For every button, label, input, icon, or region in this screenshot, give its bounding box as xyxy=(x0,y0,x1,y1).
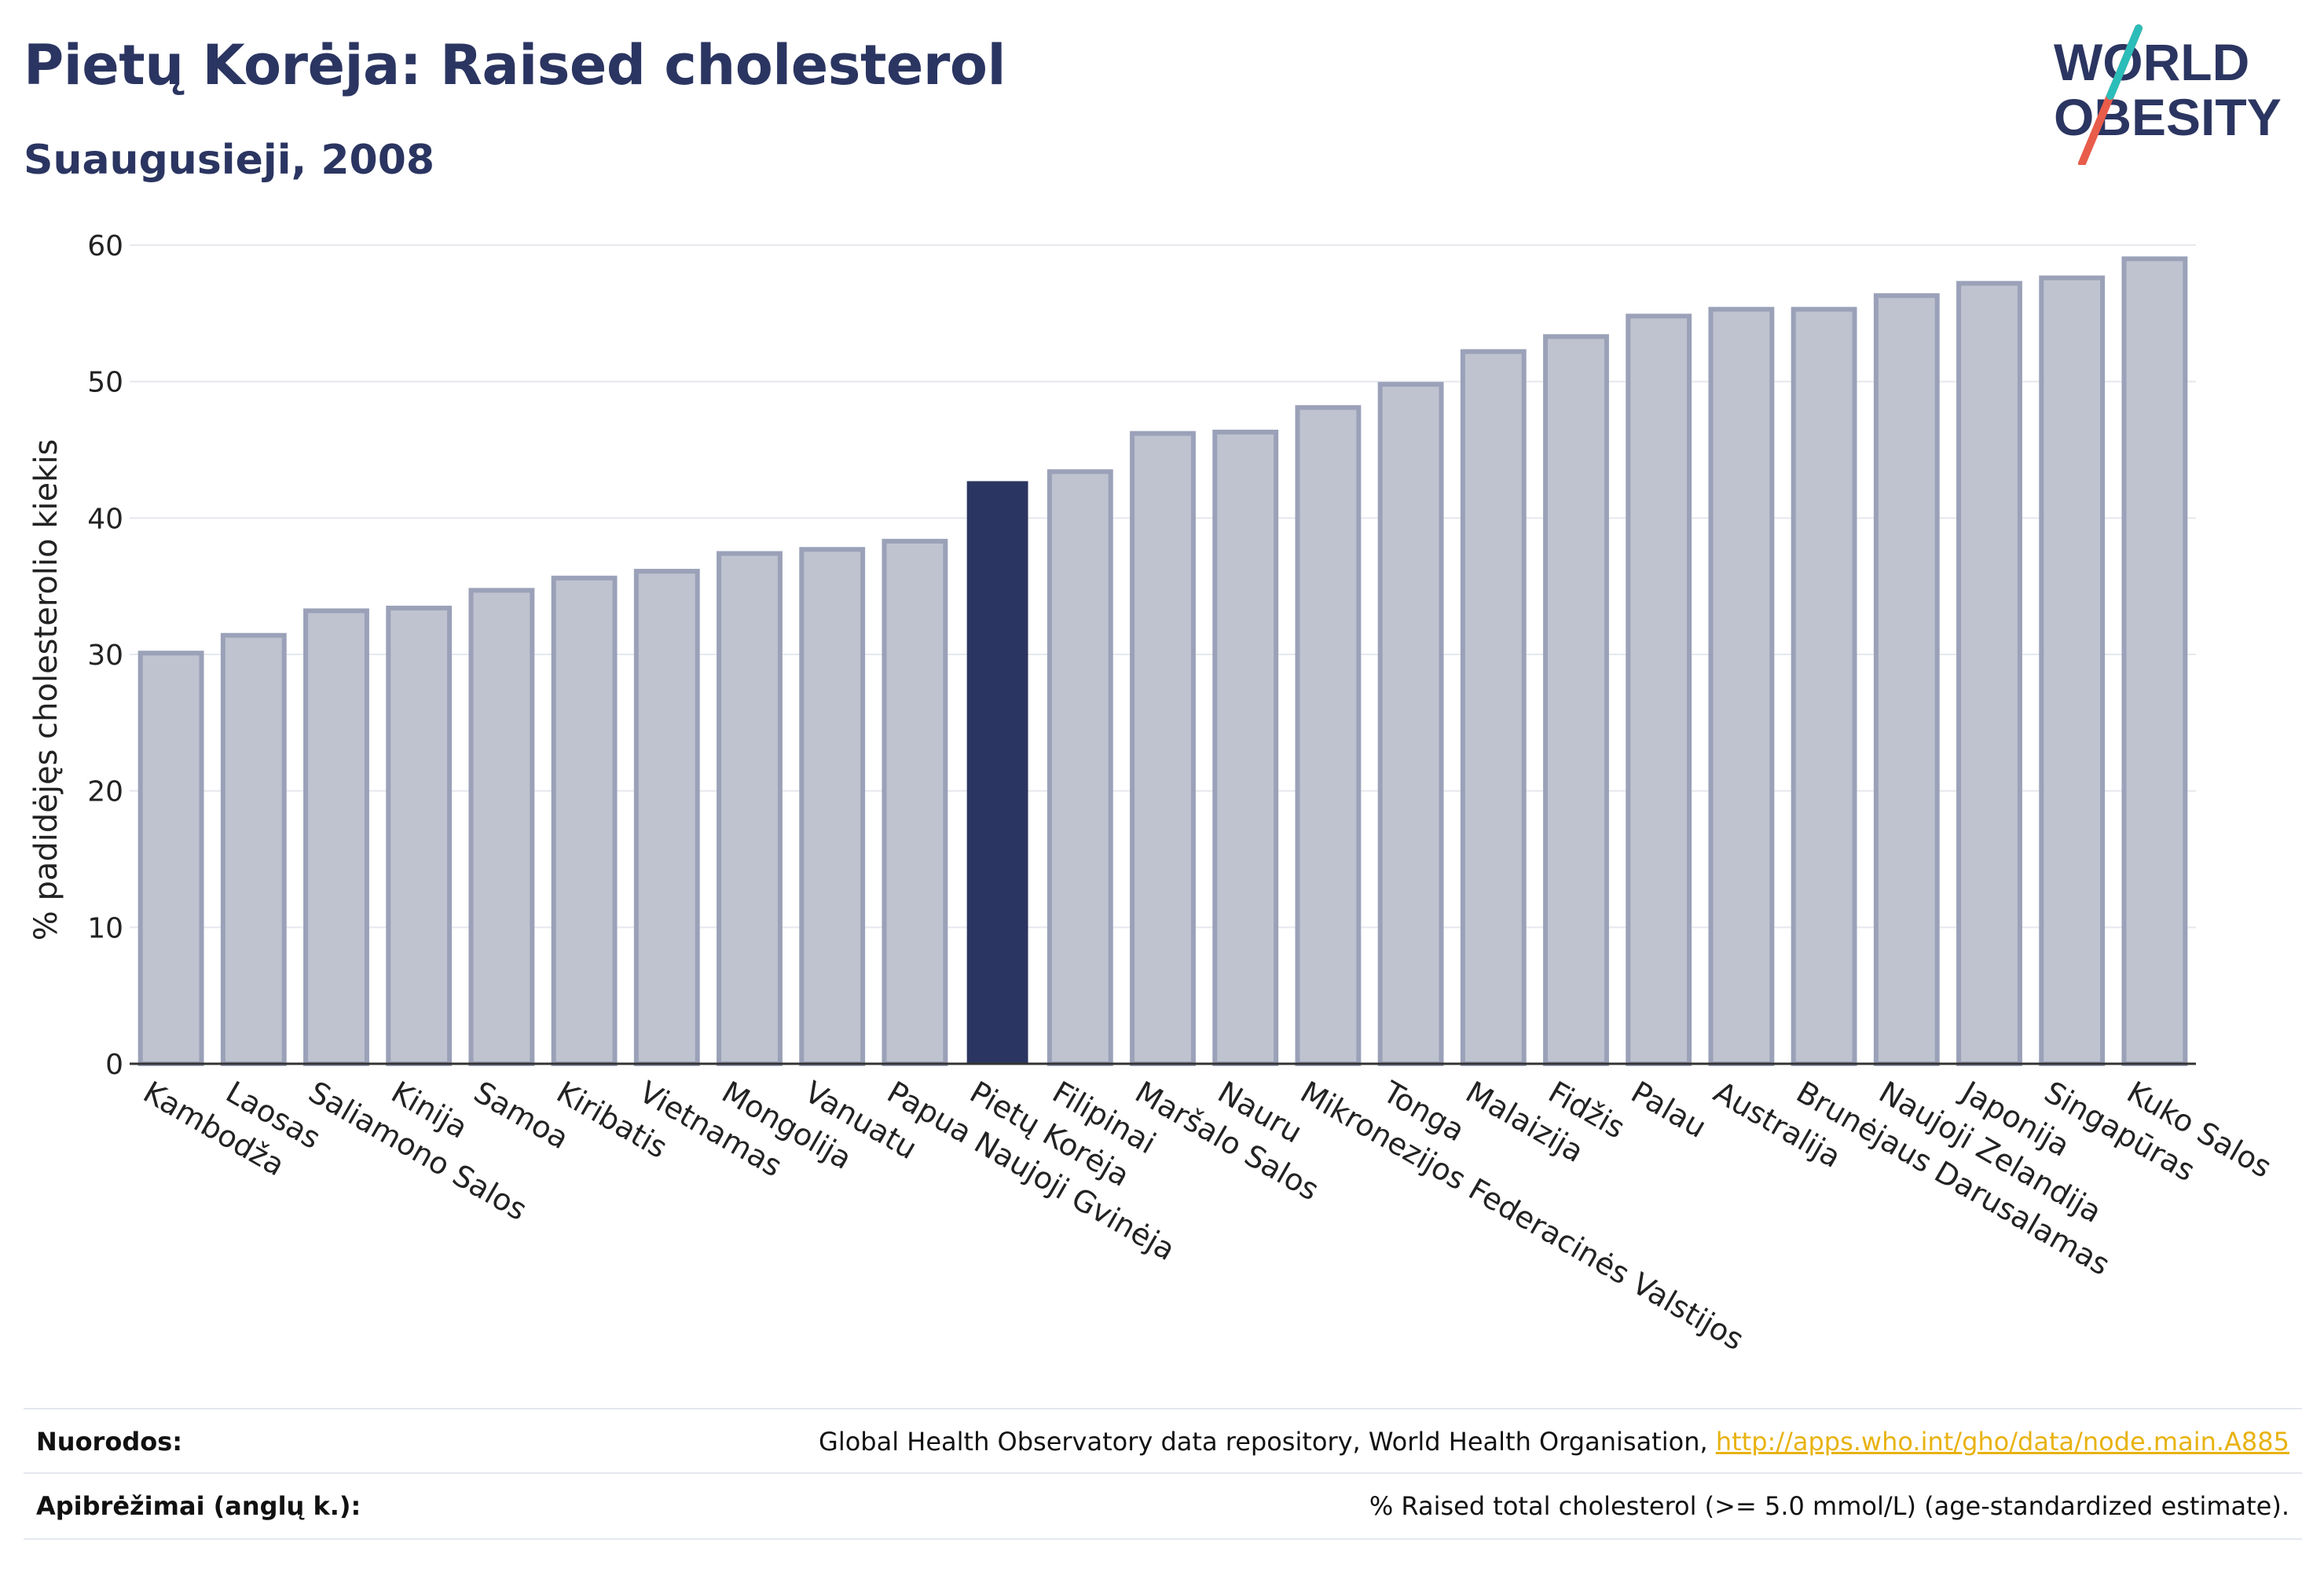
bar-australija[interactable] xyxy=(1708,306,1775,1066)
bar-nauru[interactable] xyxy=(1212,429,1279,1066)
bar-naujoji-zelandija[interactable] xyxy=(1873,293,1940,1066)
references-label: Nuorodos: xyxy=(36,1427,183,1457)
y-tick-label: 20 xyxy=(87,776,123,808)
bar-papua-naujoji-gvinėja[interactable] xyxy=(882,538,948,1066)
bar-filipinai[interactable] xyxy=(1047,469,1113,1066)
y-tick-label: 30 xyxy=(87,640,123,672)
y-axis-ticks: 0 10 20 30 40 50 60 xyxy=(87,230,123,1081)
bar-palau[interactable] xyxy=(1626,313,1692,1067)
bar-maršalo-salos[interactable] xyxy=(1130,431,1196,1066)
chart-subtitle: Suaugusieji, 2008 xyxy=(24,137,435,184)
bar-japonija[interactable] xyxy=(1956,280,2022,1067)
footer-divider xyxy=(24,1538,2302,1540)
definitions-label: Apibrėžimai (anglų k.): xyxy=(36,1491,361,1521)
x-tick-label: Palau xyxy=(1626,1075,1713,1145)
bar-vietnamas[interactable] xyxy=(633,569,700,1066)
references-link[interactable]: http://apps.who.int/gho/data/node.main.A… xyxy=(1715,1427,2289,1457)
bar-mongolija[interactable] xyxy=(717,551,783,1066)
references-text: Global Health Observatory data repositor… xyxy=(819,1427,1716,1457)
bar-laosas[interactable] xyxy=(220,632,287,1066)
y-tick-label: 40 xyxy=(87,503,123,535)
logo-line1: WORLD xyxy=(2054,33,2249,91)
bar-malaizija[interactable] xyxy=(1460,349,1527,1066)
bar-kuko-salos[interactable] xyxy=(2121,256,2188,1066)
bar-singapūras[interactable] xyxy=(2039,275,2106,1066)
bar-vanuatu[interactable] xyxy=(799,547,866,1066)
bar-kambodža[interactable] xyxy=(137,651,204,1066)
references-value: Global Health Observatory data repositor… xyxy=(819,1427,2289,1457)
world-obesity-logo: WORLD OBESITY xyxy=(2054,24,2282,165)
y-tick-label: 50 xyxy=(87,367,123,399)
y-axis-label: % padidėjęs cholesterolio kiekis xyxy=(28,439,64,941)
bar-pietų-korėja[interactable] xyxy=(966,481,1028,1064)
bar-tonga[interactable] xyxy=(1377,382,1444,1066)
bar-fidžis[interactable] xyxy=(1543,334,1609,1066)
footer-references-row: Nuorodos: Global Health Observatory data… xyxy=(24,1408,2302,1472)
bar-saliamono-salos[interactable] xyxy=(303,608,369,1066)
x-tick-label: Samoa xyxy=(468,1075,574,1156)
bar-kinija[interactable] xyxy=(386,605,453,1066)
chart-title: Pietų Korėja: Raised cholesterol xyxy=(24,33,1006,97)
definitions-value: % Raised total cholesterol (>= 5.0 mmol/… xyxy=(1369,1491,2289,1521)
bar-mikronezijos-federacinės-valstijos[interactable] xyxy=(1295,405,1362,1066)
y-tick-label: 60 xyxy=(87,230,123,262)
bar-kiribatis[interactable] xyxy=(551,575,618,1066)
bar-brunėjaus-darusalamas[interactable] xyxy=(1791,306,1857,1066)
footer-definitions-row: Apibrėžimai (anglų k.): % Raised total c… xyxy=(24,1472,2302,1537)
bars xyxy=(137,256,2188,1067)
y-tick-label: 0 xyxy=(105,1049,123,1081)
y-tick-label: 10 xyxy=(87,912,123,944)
bar-samoa[interactable] xyxy=(468,588,535,1066)
